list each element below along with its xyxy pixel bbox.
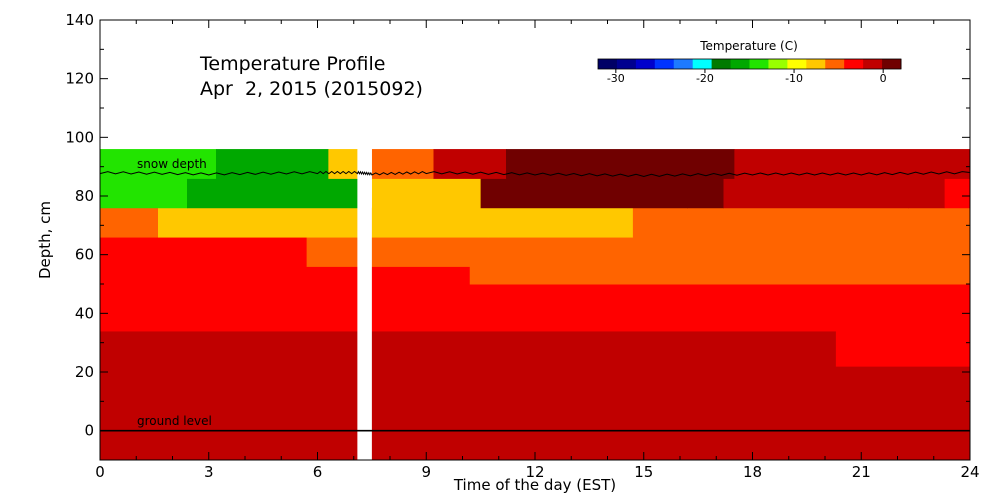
- colorbar-border: [597, 58, 902, 70]
- heatmap-cell-7-5: [723, 178, 909, 209]
- heatmap-cell-7-1: [187, 178, 358, 209]
- colorbar-swatch-10: [787, 59, 807, 69]
- x-tick-label-24: 24: [960, 463, 979, 481]
- heatmap-cell-2-0: [100, 307, 971, 332]
- x-tick-label-3: 3: [204, 463, 214, 481]
- colorbar-swatch-15: [882, 59, 902, 69]
- heatmap-area: [100, 149, 971, 461]
- colorbar-swatch-5: [692, 59, 713, 69]
- colorbar-swatch-0: [598, 59, 618, 69]
- colorbar-swatch-3: [654, 59, 675, 69]
- colorbar-title: Temperature (C): [699, 39, 798, 53]
- heatmap-cell-4-1: [469, 266, 971, 285]
- chart-subtitle: Apr 2, 2015 (2015092): [200, 78, 423, 100]
- colorbar-swatch-2: [635, 59, 656, 69]
- snow-depth-line: [99, 170, 971, 178]
- colorbar-tick-label--10: -10: [785, 72, 803, 85]
- heatmap-cell-1-0: [100, 330, 797, 367]
- ground-level-label: ground level: [137, 414, 212, 428]
- colorbar-tick-label-0: 0: [880, 72, 887, 85]
- y-axis-label: Depth, cm: [36, 201, 54, 279]
- heatmap-cell-7-4: [687, 178, 724, 209]
- heatmap-cell-8-1: [216, 149, 329, 179]
- heatmap-cell-3-0: [100, 284, 471, 308]
- colorbar-swatch-1: [616, 59, 637, 69]
- colorbar-swatch-4: [673, 59, 694, 69]
- missing-data-gap: [357, 149, 372, 461]
- heatmap-cell-7-6: [908, 178, 946, 209]
- plot-frame: 0 3 6 9 12 15 18 21 24 0 20 40 60 80 100 120 140: [65, 11, 979, 481]
- heatmap-cell-8-4: [433, 149, 507, 179]
- y-tick-label-140: 140: [65, 11, 94, 29]
- heatmap-cell-6-3: [632, 207, 971, 238]
- colorbar-swatch-8: [749, 59, 769, 69]
- heatmap-cell-6-1: [158, 207, 489, 238]
- x-tick-label-0: 0: [95, 463, 105, 481]
- heatmap-cell-3-1: [469, 284, 971, 308]
- heatmap-cell-1-2: [835, 330, 971, 367]
- y-tick-label-60: 60: [75, 246, 94, 264]
- snow-depth-label: snow depth: [137, 157, 207, 171]
- x-axis-label: Time of the day (EST): [453, 476, 616, 494]
- y-tick-label-20: 20: [75, 363, 94, 381]
- heatmap-cell-0-0: [100, 366, 971, 461]
- heatmap-cell-7-3: [480, 178, 688, 209]
- y-tick-label-40: 40: [75, 304, 94, 322]
- colorbar-tick-label--30: -30: [607, 72, 625, 85]
- colorbar-swatch-11: [806, 59, 826, 69]
- chart-title: Temperature Profile: [199, 53, 385, 75]
- y-tick-label-0: 0: [84, 422, 94, 440]
- heatmap-cell-7-7: [944, 178, 971, 209]
- x-tick-label-6: 6: [313, 463, 323, 481]
- heatmap-cell-6-0: [100, 207, 159, 238]
- x-tick-label-9: 9: [421, 463, 431, 481]
- x-tick-label-21: 21: [852, 463, 871, 481]
- x-tick-label-18: 18: [743, 463, 762, 481]
- profile-lines: [99, 170, 971, 432]
- heatmap-cell-7-2: [371, 178, 482, 209]
- heatmap-cell-8-2: [328, 149, 358, 179]
- colorbar-swatch-13: [844, 59, 864, 69]
- heatmap-cell-1-1: [796, 330, 837, 367]
- x-tick-label-15: 15: [634, 463, 653, 481]
- colorbar-swatch-12: [825, 59, 845, 69]
- heatmap-cell-6-2: [487, 207, 634, 238]
- colorbar-swatch-7: [730, 59, 750, 69]
- colorbar-swatch-14: [863, 59, 883, 69]
- y-tick-label-100: 100: [65, 128, 94, 146]
- heatmap-cell-5-1: [306, 237, 971, 267]
- colorbar-tick-label--20: -20: [696, 72, 714, 85]
- colorbar: -30 -20 -10 0: [597, 58, 902, 85]
- colorbar-swatch-9: [768, 59, 788, 69]
- x-tick-label-12: 12: [525, 463, 544, 481]
- y-tick-label-120: 120: [65, 70, 94, 88]
- heatmap-cell-5-0: [100, 237, 308, 267]
- heatmap-cell-7-0: [100, 178, 188, 209]
- colorbar-swatch-6: [711, 59, 732, 69]
- heatmap-cell-4-0: [100, 266, 471, 285]
- y-tick-label-80: 80: [75, 187, 94, 205]
- data-gap: [357, 149, 372, 461]
